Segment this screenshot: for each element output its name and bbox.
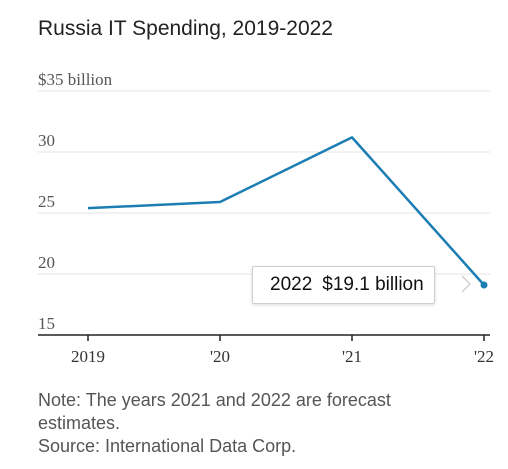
data-tooltip: 2022 $19.1 billion [252, 266, 435, 304]
data-point [480, 281, 488, 289]
y-axis-ticks: 15 20 25 30 $35 billion [38, 70, 113, 333]
y-tick-label: $35 billion [38, 70, 113, 89]
x-axis: 2019 '20 '21 '22 [38, 334, 494, 366]
gridlines [38, 90, 490, 275]
y-tick-label: 20 [38, 253, 55, 272]
y-tick-label: 30 [38, 131, 55, 150]
y-tick-label: 15 [38, 314, 55, 333]
x-tick-label: 2019 [71, 347, 105, 366]
chart-note: Note: The years 2021 and 2022 are foreca… [38, 390, 391, 433]
series-line [87, 136, 485, 286]
x-tick-label: '20 [210, 347, 230, 366]
chart-footnote: Note: The years 2021 and 2022 are foreca… [38, 389, 458, 458]
chart-source: Source: International Data Corp. [38, 436, 297, 456]
y-tick-label: 25 [38, 192, 55, 211]
data-series [87, 136, 488, 289]
tooltip-year: 2022 [270, 274, 313, 295]
chart-title: Russia IT Spending, 2019-2022 [38, 17, 333, 40]
tooltip-value: $19.1 billion [322, 274, 424, 295]
x-tick-label: '22 [474, 347, 494, 366]
x-tick-label: '21 [342, 347, 362, 366]
